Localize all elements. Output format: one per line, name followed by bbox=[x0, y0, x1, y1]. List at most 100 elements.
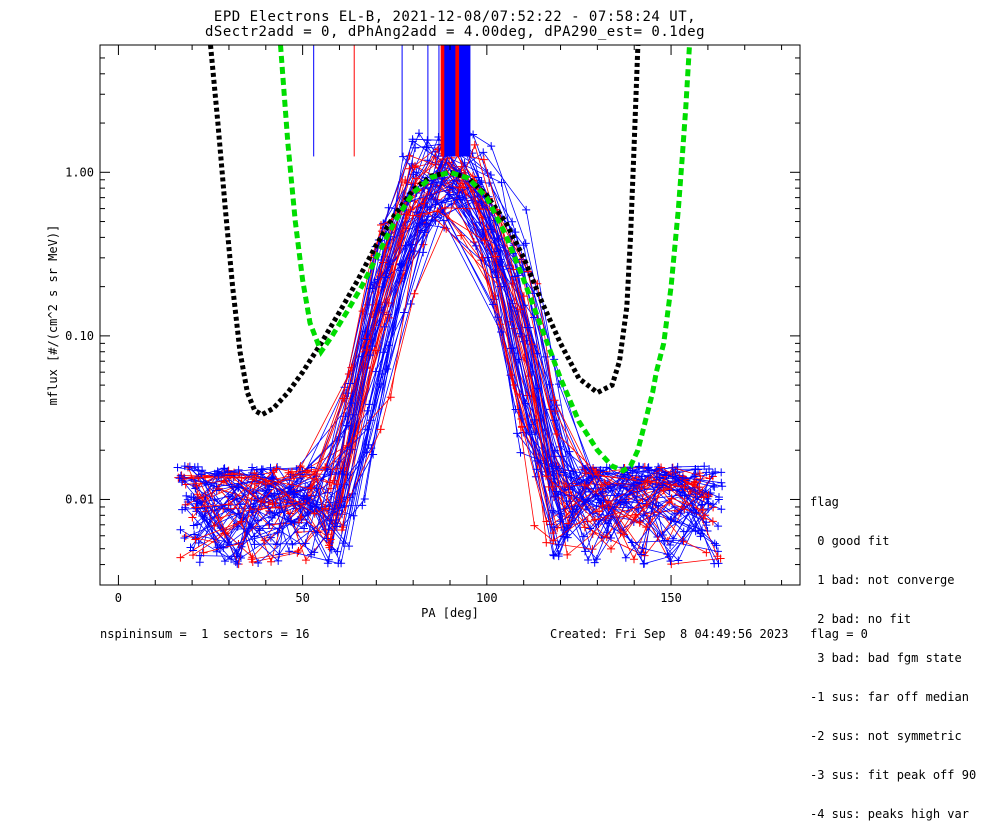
spectrum-marker bbox=[254, 516, 263, 525]
x-tick-label: 100 bbox=[476, 591, 498, 605]
spectrum-marker bbox=[440, 203, 449, 212]
spectrum-marker bbox=[233, 483, 242, 492]
spectrum-marker bbox=[257, 497, 266, 506]
spectrum-marker bbox=[187, 492, 196, 501]
legend-entry: -2 sus: not symmetric bbox=[810, 729, 962, 743]
spectrum-marker bbox=[433, 207, 442, 216]
spectrum-marker bbox=[599, 495, 608, 504]
spectrum-marker bbox=[511, 405, 520, 414]
spectrum-marker bbox=[377, 271, 386, 280]
spectrum-marker bbox=[386, 393, 395, 402]
spectrum-marker bbox=[550, 452, 559, 461]
spectrum-marker bbox=[301, 556, 310, 565]
spectrum-marker bbox=[658, 531, 667, 540]
spectrum-marker bbox=[479, 148, 488, 157]
spectrum-marker bbox=[332, 480, 341, 489]
spectrum-marker bbox=[377, 369, 386, 378]
spectrum-marker bbox=[266, 463, 275, 472]
x-tick-label: 0 bbox=[115, 591, 122, 605]
spectrum-marker bbox=[399, 152, 408, 161]
spectrum-marker bbox=[563, 533, 572, 542]
spectrum-marker bbox=[302, 495, 311, 504]
spectrum-marker bbox=[290, 519, 299, 528]
spectrum-marker bbox=[195, 551, 204, 560]
spectrum-marker bbox=[563, 550, 572, 559]
spectrum-marker bbox=[717, 505, 726, 514]
spectrum-marker bbox=[630, 555, 639, 564]
spectrum-marker bbox=[219, 543, 228, 552]
spectrum-marker bbox=[549, 551, 558, 560]
axes-layer: 0 50 100 150 0.01 0.10 1.00 bbox=[65, 44, 800, 605]
spectrum-marker bbox=[439, 216, 448, 225]
y-axis-label: mflux [#/(cm^2 s sr MeV)] bbox=[46, 225, 60, 406]
spectrum-marker bbox=[692, 508, 701, 517]
spectrum-marker bbox=[606, 533, 615, 542]
spectrum-marker bbox=[266, 507, 275, 516]
spectrum-marker bbox=[397, 259, 406, 268]
spectrum-marker bbox=[493, 313, 502, 322]
spectrum-marker bbox=[372, 346, 381, 355]
spectrum-marker bbox=[285, 547, 294, 556]
footer-created-info: Created: Fri Sep 8 04:49:56 2023 flag = … bbox=[550, 627, 868, 641]
fit-curves bbox=[208, 45, 692, 474]
spectrum-marker bbox=[642, 523, 651, 532]
spectrum-marker bbox=[214, 471, 223, 480]
spectrum-marker bbox=[189, 551, 197, 560]
spectrum-marker bbox=[250, 540, 259, 549]
fit-curve bbox=[278, 45, 692, 474]
spectrum-marker bbox=[458, 179, 467, 188]
spectrum-marker bbox=[581, 469, 590, 478]
legend-entry: 2 bad: no fit bbox=[810, 612, 912, 626]
spectrum-marker bbox=[532, 465, 541, 474]
spectrum-marker bbox=[594, 519, 603, 528]
spectrum-marker bbox=[620, 530, 629, 539]
spectrum-marker bbox=[580, 523, 589, 532]
spectrum-marker bbox=[455, 183, 464, 192]
spectrum-marker bbox=[254, 505, 263, 514]
spectrum-marker bbox=[212, 486, 221, 495]
spectrum-marker bbox=[634, 462, 643, 471]
spectrum-marker bbox=[182, 491, 191, 500]
spectrum-marker bbox=[287, 467, 296, 476]
spectrum-marker bbox=[699, 506, 708, 515]
spectrum-marker bbox=[559, 468, 568, 477]
spectrum-marker bbox=[643, 463, 652, 472]
spectrum-marker bbox=[666, 557, 675, 566]
spectrum-marker bbox=[409, 247, 418, 256]
spectrum-marker bbox=[562, 497, 571, 506]
spectrum-marker bbox=[586, 524, 595, 533]
spectrum-marker bbox=[639, 559, 648, 568]
spectrum-marker bbox=[383, 364, 392, 373]
flag-legend: flag 0 good fit 1 bad: not converge 2 ba… bbox=[810, 470, 976, 834]
spectra-layer bbox=[173, 45, 727, 569]
chart-title: EPD Electrons EL-B, 2021-12-08/07:52:22 … bbox=[213, 9, 697, 25]
spectrum-marker bbox=[471, 241, 480, 250]
spectrum-marker bbox=[541, 472, 550, 481]
spectrum-marker bbox=[406, 300, 415, 309]
spectrum-marker bbox=[284, 468, 293, 477]
spectrum-marker bbox=[248, 463, 257, 472]
spectrum-marker bbox=[569, 467, 578, 476]
spectrum-marker bbox=[210, 522, 219, 531]
spectrum-marker bbox=[234, 540, 243, 549]
spectrum-marker bbox=[235, 500, 244, 509]
spectrum-marker bbox=[176, 525, 185, 534]
spectrum-marker bbox=[408, 211, 417, 220]
spectrum-marker bbox=[261, 480, 270, 489]
spectrum-marker bbox=[598, 501, 607, 510]
spectrum-marker bbox=[717, 468, 726, 477]
fit-curve bbox=[208, 45, 641, 418]
spectrum-marker bbox=[595, 507, 604, 516]
spectrum-marker bbox=[508, 217, 517, 226]
spectrum-marker bbox=[642, 500, 651, 509]
spectrum-marker bbox=[487, 142, 496, 151]
spectrum-marker bbox=[554, 540, 563, 549]
spectrum-marker bbox=[635, 518, 644, 527]
spectrum-marker bbox=[709, 481, 718, 490]
spectrum-marker bbox=[334, 559, 343, 568]
spectrum-marker bbox=[702, 521, 711, 530]
spectrum-marker bbox=[549, 523, 558, 532]
spectrum-marker bbox=[580, 481, 589, 490]
spectrum-marker bbox=[275, 508, 284, 517]
spectrum-marker bbox=[269, 468, 278, 477]
